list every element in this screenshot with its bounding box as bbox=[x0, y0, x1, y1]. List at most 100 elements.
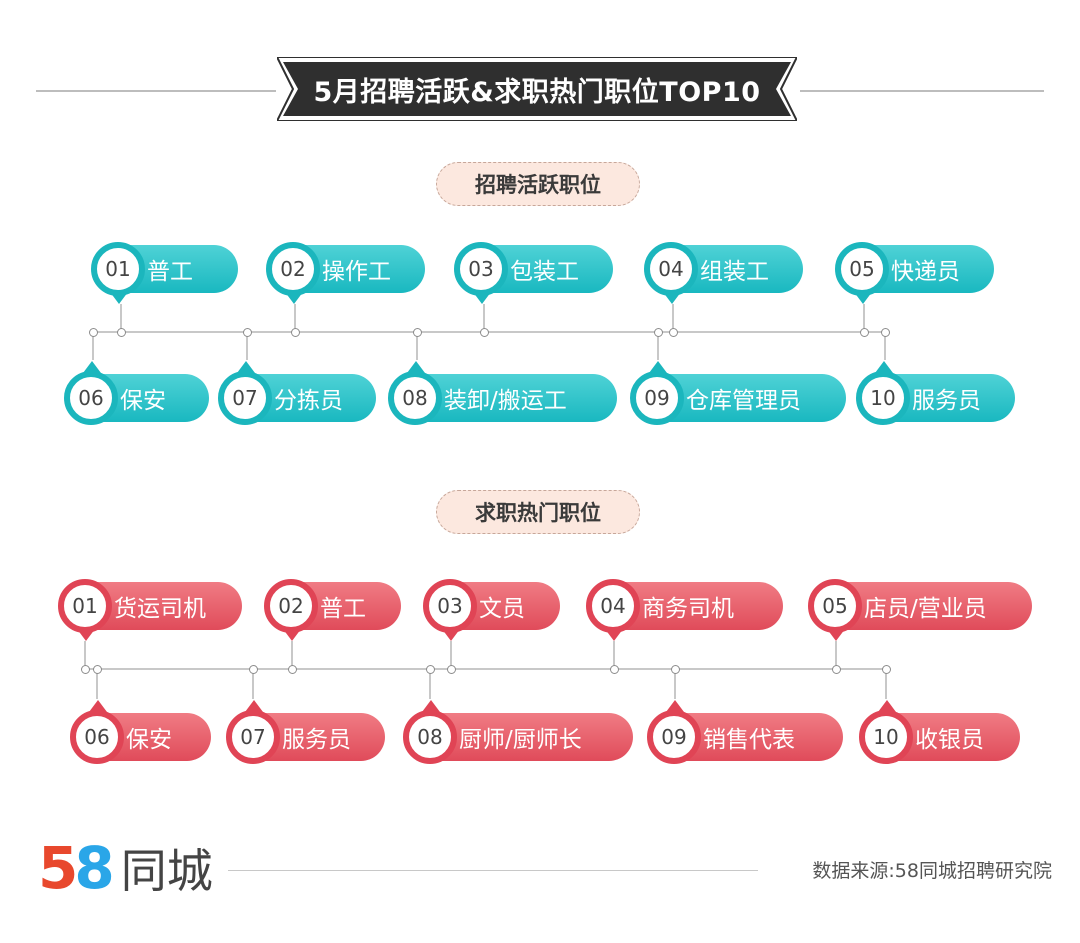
job-tag-10: 10 收银员 bbox=[859, 700, 1020, 764]
job-tag-05: 05 快递员 bbox=[835, 242, 994, 304]
pointer-up bbox=[245, 700, 263, 712]
pointer-up bbox=[649, 361, 667, 373]
job-name: 文员 bbox=[479, 596, 525, 622]
rank-badge: 05 bbox=[808, 579, 862, 633]
job-tag-02: 02 操作工 bbox=[266, 242, 425, 304]
timeline-dot bbox=[116, 327, 126, 337]
timeline-connector bbox=[294, 304, 296, 331]
timeline-dot bbox=[242, 327, 252, 337]
timeline-dot bbox=[80, 664, 90, 674]
job-name: 厨师/厨师长 bbox=[459, 727, 582, 753]
rank-badge: 06 bbox=[70, 710, 124, 764]
job-name: 装卸/搬运工 bbox=[444, 388, 567, 414]
pointer-up bbox=[237, 361, 255, 373]
timeline-dot bbox=[609, 664, 619, 674]
pointer-down bbox=[473, 292, 491, 304]
timeline-dot bbox=[670, 664, 680, 674]
rank-badge: 09 bbox=[647, 710, 701, 764]
job-tag-07: 07 分拣员 bbox=[218, 361, 376, 425]
rank-badge: 07 bbox=[218, 371, 272, 425]
job-tag-09: 09 仓库管理员 bbox=[630, 361, 846, 425]
timeline-connector bbox=[613, 641, 615, 668]
job-tag-08: 08 装卸/搬运工 bbox=[388, 361, 617, 425]
timeline-connector bbox=[252, 668, 254, 699]
timeline-connector bbox=[835, 641, 837, 668]
rank-badge: 10 bbox=[856, 371, 910, 425]
job-tag-04: 04 组装工 bbox=[644, 242, 803, 304]
pointer-up bbox=[89, 700, 107, 712]
job-tag-02: 02 普工 bbox=[264, 579, 401, 641]
banner-right-line bbox=[800, 90, 1044, 92]
timeline-connector bbox=[674, 668, 676, 699]
job-name: 组装工 bbox=[700, 259, 769, 285]
job-name: 仓库管理员 bbox=[686, 388, 801, 414]
job-tag-01: 01 普工 bbox=[91, 242, 238, 304]
job-name: 保安 bbox=[120, 388, 166, 414]
pointer-down bbox=[285, 292, 303, 304]
job-tag-06: 06 保安 bbox=[70, 700, 211, 764]
rank-badge: 01 bbox=[58, 579, 112, 633]
brand-logo: 5 8 同城 bbox=[38, 838, 213, 898]
timeline-dot bbox=[653, 327, 663, 337]
job-tag-06: 06 保安 bbox=[64, 361, 209, 425]
timeline-connector bbox=[483, 304, 485, 331]
timeline-connector bbox=[84, 641, 86, 668]
timeline-connector bbox=[96, 668, 98, 699]
timeline-dot bbox=[287, 664, 297, 674]
rank-badge: 01 bbox=[91, 242, 145, 296]
pointer-down bbox=[442, 629, 460, 641]
job-tag-07: 07 服务员 bbox=[226, 700, 385, 764]
timeline-dot bbox=[668, 327, 678, 337]
pointer-up bbox=[407, 361, 425, 373]
timeline-dot bbox=[831, 664, 841, 674]
timeline-connector bbox=[291, 641, 293, 668]
rank-badge: 02 bbox=[266, 242, 320, 296]
timeline-jobseeking bbox=[84, 668, 888, 670]
pointer-up bbox=[666, 700, 684, 712]
rank-badge: 10 bbox=[859, 710, 913, 764]
timeline-dot bbox=[248, 664, 258, 674]
timeline-recruiting bbox=[92, 331, 886, 333]
job-tag-03: 03 文员 bbox=[423, 579, 560, 641]
job-tag-05: 05 店员/营业员 bbox=[808, 579, 1032, 641]
job-tag-08: 08 厨师/厨师长 bbox=[403, 700, 633, 764]
timeline-connector bbox=[416, 331, 418, 360]
timeline-dot bbox=[446, 664, 456, 674]
pointer-up bbox=[878, 700, 896, 712]
job-name: 店员/营业员 bbox=[864, 596, 987, 622]
job-tag-01: 01 货运司机 bbox=[58, 579, 242, 641]
rank-badge: 04 bbox=[586, 579, 640, 633]
pointer-down bbox=[663, 292, 681, 304]
title-banner bbox=[277, 57, 797, 121]
timeline-dot bbox=[88, 327, 98, 337]
job-name: 服务员 bbox=[282, 727, 351, 753]
job-name: 商务司机 bbox=[642, 596, 734, 622]
timeline-connector bbox=[884, 331, 886, 360]
timeline-dot bbox=[425, 664, 435, 674]
job-name: 销售代表 bbox=[703, 727, 795, 753]
timeline-dot bbox=[92, 664, 102, 674]
footer-divider bbox=[228, 870, 758, 871]
timeline-connector bbox=[92, 331, 94, 360]
timeline-dot bbox=[881, 664, 891, 674]
timeline-dot bbox=[880, 327, 890, 337]
pointer-down bbox=[605, 629, 623, 641]
rank-badge: 06 bbox=[64, 371, 118, 425]
job-name: 包装工 bbox=[510, 259, 579, 285]
pointer-up bbox=[422, 700, 440, 712]
job-name: 收银员 bbox=[915, 727, 984, 753]
timeline-connector bbox=[120, 304, 122, 331]
rank-badge: 09 bbox=[630, 371, 684, 425]
logo-text: 同城 bbox=[120, 844, 213, 898]
job-name: 快递员 bbox=[891, 259, 960, 285]
logo-digit-5: 5 bbox=[38, 834, 79, 902]
job-name: 普工 bbox=[320, 596, 366, 622]
timeline-connector bbox=[450, 641, 452, 668]
rank-badge: 03 bbox=[454, 242, 508, 296]
timeline-dot bbox=[290, 327, 300, 337]
timeline-connector bbox=[657, 331, 659, 360]
job-tag-10: 10 服务员 bbox=[856, 361, 1015, 425]
job-tag-03: 03 包装工 bbox=[454, 242, 613, 304]
job-name: 保安 bbox=[126, 727, 172, 753]
pointer-down bbox=[110, 292, 128, 304]
